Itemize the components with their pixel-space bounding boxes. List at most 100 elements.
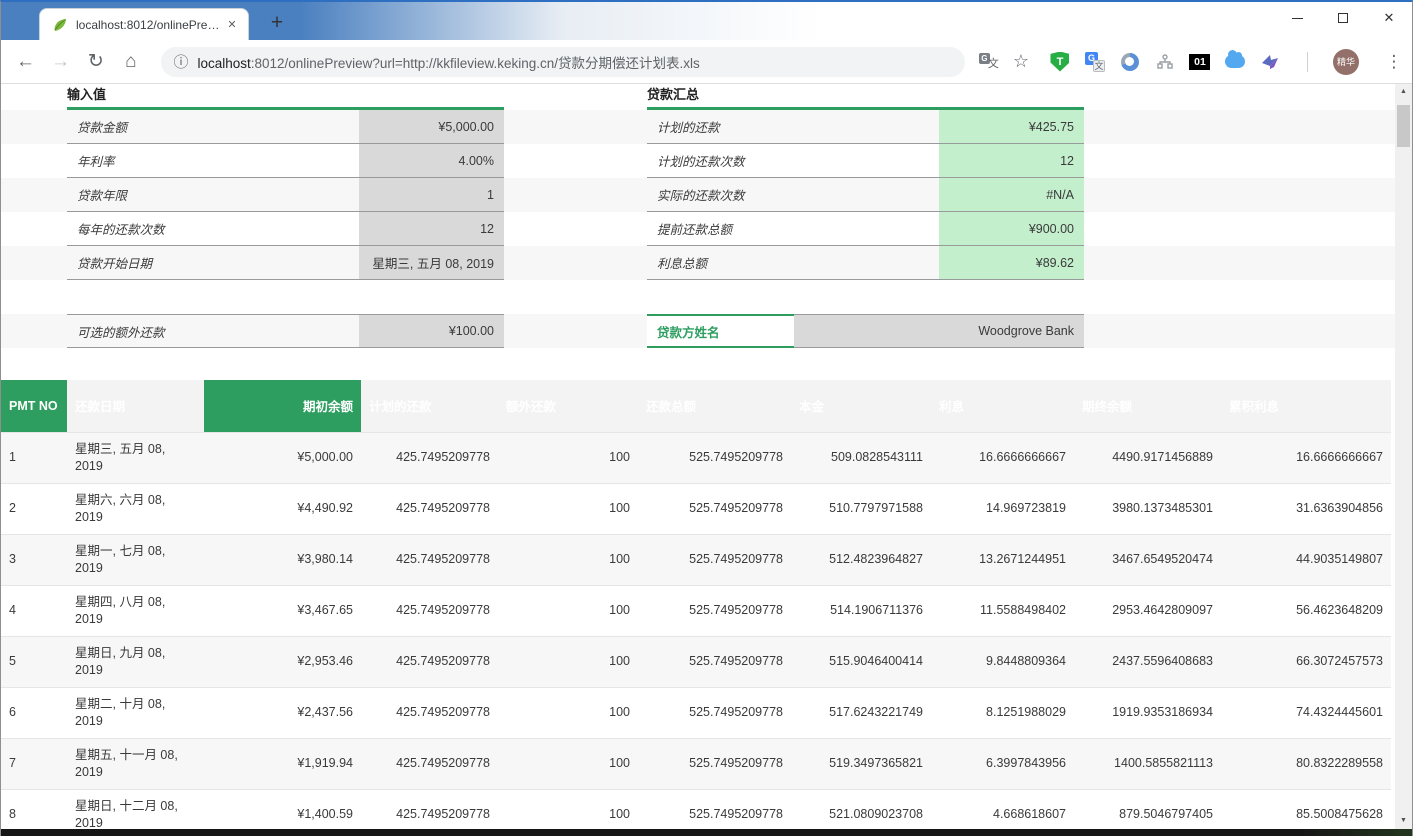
close-button[interactable]: ✕ [1366, 2, 1412, 34]
page-info-icon[interactable]: ⓘ [173, 51, 188, 72]
translate-page-icon[interactable]: G 文 [979, 53, 999, 71]
cell-principal: 519.3497365821 [791, 738, 931, 789]
sheet-row: 贷款金额¥5,000.00 计划的还款¥425.75 [1, 110, 1397, 144]
zero-one-extension-icon[interactable]: 01 [1189, 51, 1211, 73]
cell-interest: 16.6666666667 [931, 432, 1074, 483]
url-path: :8012/onlinePreview?url=http://kkfilevie… [251, 56, 700, 71]
scroll-down-icon[interactable]: ▼ [1395, 813, 1412, 829]
cell-pmt-no: 5 [1, 636, 67, 687]
sheet-row: 贷款年限1 实际的还款次数#N/A [1, 178, 1397, 212]
cell-principal: 521.0809023708 [791, 789, 931, 829]
col-header-end-balance: 期终余额 [1074, 380, 1221, 432]
url-text: localhost:8012/onlinePreview?url=http://… [197, 52, 699, 72]
cell-scheduled-payment: 425.7495209778 [361, 483, 498, 534]
cell-total-payment: 525.7495209778 [638, 687, 791, 738]
tab-strip: localhost:8012/onlinePreview? ✕ + ✕ [1, 2, 1412, 40]
cell-pmt-no: 3 [1, 534, 67, 585]
menu-icon[interactable]: ⋮ [1384, 52, 1404, 72]
cell-principal: 514.1906711376 [791, 585, 931, 636]
cell-total-payment: 525.7495209778 [638, 636, 791, 687]
bird-extension-icon[interactable] [1259, 51, 1281, 73]
cloud-extension-icon[interactable] [1224, 51, 1246, 73]
cell-principal: 517.6243221749 [791, 687, 931, 738]
cell-extra-payment: 100 [498, 738, 638, 789]
extra-payment-label: 可选的额外还款 [67, 315, 359, 347]
cell-begin-balance: ¥4,490.92 [204, 483, 361, 534]
close-icon: ✕ [1384, 10, 1395, 26]
translate-extension-icon[interactable]: G文 [1084, 51, 1106, 73]
cell-date: 星期五, 十一月 08, 2019 [67, 738, 204, 789]
input-label: 贷款开始日期 [67, 246, 359, 279]
summary-label: 实际的还款次数 [647, 178, 939, 211]
sitemap-extension-icon[interactable] [1154, 51, 1176, 73]
summary-value: ¥89.62 [939, 246, 1084, 279]
cell-scheduled-payment: 425.7495209778 [361, 432, 498, 483]
col-header-cumulative-interest: 累积利息 [1221, 380, 1391, 432]
cell-extra-payment: 100 [498, 432, 638, 483]
table-row: 7 星期五, 十一月 08, 2019 ¥1,919.94 425.749520… [1, 738, 1391, 789]
summary-value: 12 [939, 144, 1084, 177]
cell-principal: 512.4823964827 [791, 534, 931, 585]
table-row: 6 星期二, 十月 08, 2019 ¥2,437.56 425.7495209… [1, 687, 1391, 738]
cell-scheduled-payment: 425.7495209778 [361, 687, 498, 738]
cell-date: 星期日, 九月 08, 2019 [67, 636, 204, 687]
table-body: 1 星期三, 五月 08, 2019 ¥5,000.00 425.7495209… [1, 432, 1391, 829]
browser-toolbar: ← → ↻ ⌂ ⓘ localhost:8012/onlinePreview?u… [1, 40, 1412, 84]
cell-end-balance: 879.5046797405 [1074, 789, 1221, 829]
refresh-icon[interactable]: ↻ [83, 50, 108, 73]
cell-interest: 11.5588498402 [931, 585, 1074, 636]
scroll-up-icon[interactable]: ▲ [1395, 84, 1412, 100]
input-label: 年利率 [67, 144, 359, 177]
new-tab-button[interactable]: + [263, 10, 291, 38]
cell-date: 星期六, 六月 08, 2019 [67, 483, 204, 534]
sheet-row: 贷款开始日期星期三, 五月 08, 2019 利息总额¥89.62 [1, 246, 1397, 280]
summary-label: 计划的还款次数 [647, 144, 939, 177]
profile-avatar[interactable]: 精华 [1333, 49, 1359, 75]
cell-total-payment: 525.7495209778 [638, 534, 791, 585]
input-value: 12 [359, 212, 504, 245]
address-bar[interactable]: ⓘ localhost:8012/onlinePreview?url=http:… [161, 47, 964, 77]
sheet-row: 每年的还款次数12 提前还款总额¥900.00 [1, 212, 1397, 246]
cell-begin-balance: ¥2,437.56 [204, 687, 361, 738]
col-header-pmt-no: PMT NO [1, 380, 67, 432]
cell-interest: 4.668618607 [931, 789, 1074, 829]
summary-label: 计划的还款 [647, 110, 939, 143]
cell-principal: 509.0828543111 [791, 432, 931, 483]
cell-date: 星期三, 五月 08, 2019 [67, 432, 204, 483]
maximize-icon [1338, 13, 1348, 23]
cell-interest: 14.969723819 [931, 483, 1074, 534]
page-actions: G 文 ☆ [979, 51, 1029, 72]
cell-cumulative-interest: 85.5008475628 [1221, 789, 1391, 829]
bookmark-star-icon[interactable]: ☆ [1013, 51, 1029, 72]
maximize-button[interactable] [1320, 2, 1366, 34]
cell-cumulative-interest: 16.6666666667 [1221, 432, 1391, 483]
input-value: 4.00% [359, 144, 504, 177]
cell-pmt-no: 8 [1, 789, 67, 829]
favicon-leaf-icon [52, 17, 68, 33]
window-controls: ✕ [1274, 2, 1412, 34]
input-label: 贷款金额 [67, 110, 359, 143]
extra-payment-value: ¥100.00 [359, 315, 504, 347]
input-label: 贷款年限 [67, 178, 359, 211]
ring-extension-icon[interactable] [1119, 51, 1141, 73]
shield-extension-icon[interactable]: T [1049, 51, 1071, 73]
forward-icon[interactable]: → [48, 51, 73, 73]
minimize-button[interactable] [1274, 2, 1320, 34]
scrollbar-thumb[interactable] [1397, 105, 1410, 147]
vertical-scrollbar[interactable]: ▲ ▼ [1395, 84, 1412, 829]
back-icon[interactable]: ← [13, 51, 38, 73]
cell-extra-payment: 100 [498, 687, 638, 738]
cell-total-payment: 525.7495209778 [638, 789, 791, 829]
home-icon[interactable]: ⌂ [118, 51, 143, 73]
sheet-row: 年利率4.00% 计划的还款次数12 [1, 144, 1397, 178]
table-row: 2 星期六, 六月 08, 2019 ¥4,490.92 425.7495209… [1, 483, 1391, 534]
input-section-title: 输入值 [67, 84, 504, 110]
cell-begin-balance: ¥3,980.14 [204, 534, 361, 585]
summary-value: #N/A [939, 178, 1084, 211]
table-row: 1 星期三, 五月 08, 2019 ¥5,000.00 425.7495209… [1, 432, 1391, 483]
summary-label: 利息总额 [647, 246, 939, 279]
cell-interest: 6.3997843956 [931, 738, 1074, 789]
tab-close-icon[interactable]: ✕ [224, 17, 240, 33]
cell-extra-payment: 100 [498, 534, 638, 585]
browser-tab[interactable]: localhost:8012/onlinePreview? ✕ [39, 8, 249, 40]
